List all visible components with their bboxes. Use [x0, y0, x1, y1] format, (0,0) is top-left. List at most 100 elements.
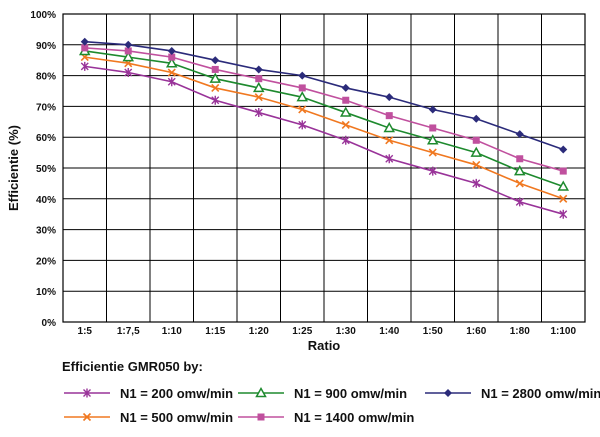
- y-tick-label: 70%: [36, 102, 56, 113]
- legend-item: N1 = 500 omw/min: [62, 409, 233, 425]
- diamond-marker: [254, 65, 263, 74]
- triangle-marker: [122, 51, 135, 62]
- x-marker: [472, 160, 481, 169]
- data-point: [81, 44, 89, 52]
- data-point: [428, 105, 437, 114]
- x-tick-label: 1:30: [336, 326, 356, 337]
- data-point: [515, 197, 524, 207]
- x-marker: [254, 93, 263, 102]
- data-point: [383, 121, 396, 133]
- series-n1-2800-omw-min: [80, 37, 568, 154]
- legend-item: N1 = 200 omw/min: [62, 385, 233, 401]
- data-point: [515, 130, 524, 139]
- data-point: [252, 81, 265, 93]
- data-point: [472, 178, 481, 188]
- x-marker: [515, 179, 524, 188]
- x-tick-label: 1:40: [379, 326, 399, 337]
- data-point: [80, 61, 89, 71]
- diamond-marker: [472, 114, 481, 123]
- series-line: [84, 40, 564, 151]
- y-tick-label: 0%: [42, 318, 57, 329]
- data-point: [124, 40, 133, 49]
- series-line: [84, 50, 564, 188]
- x-tick-label: 1:50: [423, 326, 443, 337]
- data-point: [557, 180, 570, 191]
- square-marker: [124, 47, 132, 55]
- data-point: [211, 65, 219, 73]
- data-point: [167, 77, 176, 87]
- data-point: [472, 114, 481, 123]
- legend-label: N1 = 200 omw/min: [120, 385, 234, 401]
- diamond-marker: [515, 130, 524, 139]
- diamond-marker: [124, 40, 133, 49]
- y-tick-label: 10%: [36, 287, 56, 298]
- data-point: [254, 65, 263, 74]
- data-point: [209, 72, 222, 83]
- series-n1-1400-omw-min: [81, 44, 567, 175]
- square-marker: [472, 136, 480, 144]
- diamond-marker: [167, 46, 176, 55]
- data-point: [385, 154, 394, 164]
- legend-label: N1 = 900 omw/min: [294, 385, 408, 401]
- data-point: [211, 83, 220, 92]
- data-point: [515, 179, 524, 188]
- data-point: [516, 155, 524, 163]
- y-tick-label: 50%: [36, 164, 56, 175]
- data-point: [385, 93, 394, 102]
- triangle-marker: [383, 121, 396, 133]
- data-point: [385, 136, 394, 145]
- legend-swatch: [238, 413, 284, 421]
- legend-label: N1 = 500 omw/min: [120, 409, 234, 425]
- triangle-marker: [209, 72, 222, 83]
- square-marker: [211, 65, 219, 73]
- data-point: [298, 105, 307, 114]
- y-tick-label: 60%: [36, 133, 56, 144]
- legend-item: N1 = 2800 omw/min: [423, 385, 600, 401]
- data-point: [165, 57, 178, 68]
- data-point: [426, 134, 439, 145]
- data-point: [257, 413, 265, 421]
- data-point: [296, 91, 309, 102]
- data-point: [559, 145, 568, 154]
- square-marker: [342, 96, 350, 104]
- series-group: [78, 37, 570, 219]
- square-marker: [255, 75, 263, 83]
- asterisk-marker: [124, 68, 133, 78]
- x-tick-label: 1:20: [249, 326, 269, 337]
- data-point: [341, 120, 350, 129]
- square-marker: [559, 167, 567, 175]
- triangle-marker: [165, 57, 178, 68]
- grid-lines: [62, 13, 586, 323]
- asterisk-marker: [211, 95, 220, 105]
- y-tick-label: 40%: [36, 195, 56, 206]
- x-marker: [211, 83, 220, 92]
- data-point: [255, 75, 263, 83]
- asterisk-marker: [472, 178, 481, 188]
- data-point: [168, 53, 176, 61]
- y-axis-ticks: 0% 10% 20% 30% 40% 50% 60% 70% 80% 90% 100%: [30, 10, 56, 329]
- x-axis-title: Ratio: [308, 338, 341, 353]
- diamond-marker: [444, 389, 452, 397]
- diamond-marker: [211, 56, 220, 65]
- diamond-marker: [428, 105, 437, 114]
- triangle-marker: [557, 180, 570, 191]
- data-point: [255, 386, 267, 398]
- legend-title: Efficientie GMR050 by:: [62, 359, 203, 374]
- x-tick-label: 1:80: [510, 326, 530, 337]
- triangle-marker: [252, 81, 265, 93]
- legend-swatch: [238, 386, 284, 398]
- data-point: [342, 96, 350, 104]
- data-point: [341, 83, 350, 92]
- data-point: [339, 106, 352, 117]
- legend-swatch: [64, 388, 110, 398]
- x-axis-ticks: 1:5 1:7,5 1:10 1:15 1:20 1:25 1:30 1:40 1:50 1:60…: [78, 326, 577, 337]
- triangle-marker: [426, 134, 439, 145]
- x-tick-label: 1:25: [292, 326, 312, 337]
- data-point: [470, 146, 483, 157]
- triangle-marker: [296, 91, 309, 102]
- x-tick-label: 1:5: [78, 326, 93, 337]
- square-marker: [81, 44, 89, 52]
- series-n1-200-omw-min: [80, 61, 568, 219]
- data-point: [429, 124, 437, 132]
